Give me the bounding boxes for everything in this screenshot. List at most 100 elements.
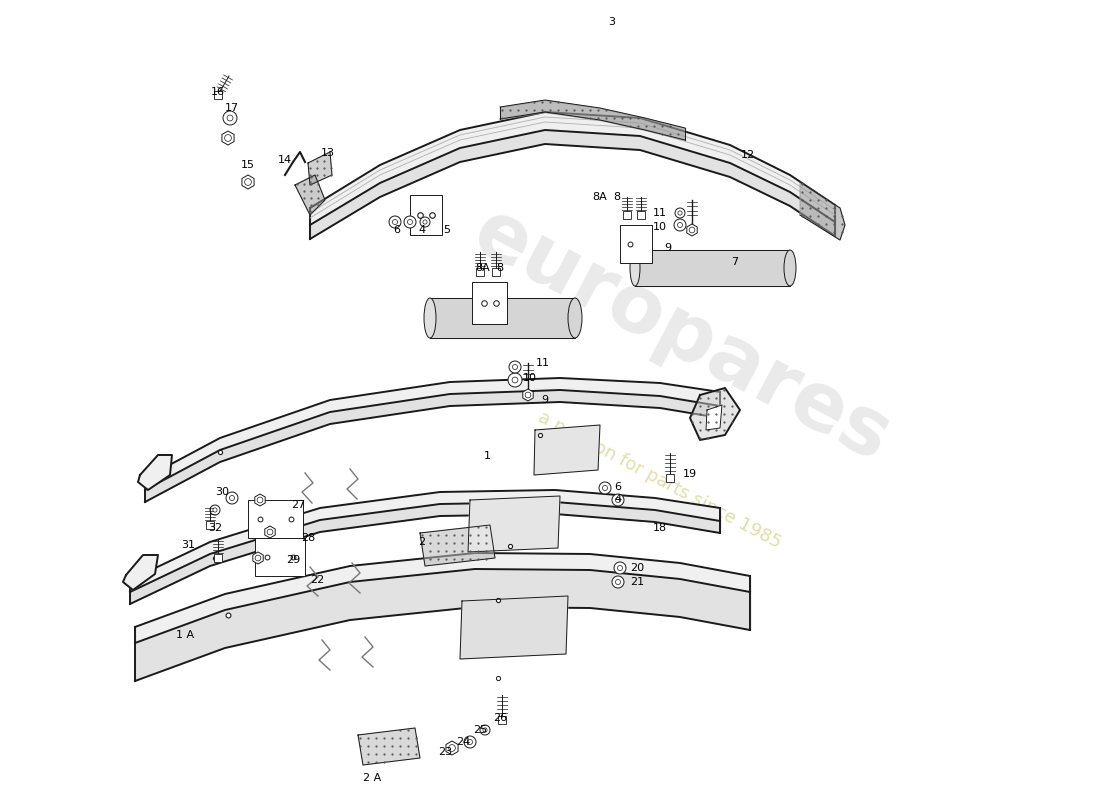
Text: 2 A: 2 A <box>363 773 381 783</box>
Polygon shape <box>623 211 631 219</box>
Circle shape <box>612 494 624 506</box>
Text: 20: 20 <box>630 563 645 573</box>
Polygon shape <box>706 405 722 430</box>
Circle shape <box>614 562 626 574</box>
Circle shape <box>404 216 416 228</box>
Text: 30: 30 <box>214 487 229 497</box>
Circle shape <box>513 365 517 370</box>
Text: 1: 1 <box>484 451 491 461</box>
Circle shape <box>603 486 607 490</box>
Circle shape <box>675 208 685 218</box>
Polygon shape <box>460 596 568 659</box>
Polygon shape <box>206 521 214 529</box>
Text: 13: 13 <box>321 148 336 158</box>
Text: 1 A: 1 A <box>176 630 194 640</box>
Polygon shape <box>686 224 697 236</box>
Bar <box>620 225 652 263</box>
Circle shape <box>407 219 412 225</box>
Text: 10: 10 <box>653 222 667 232</box>
Circle shape <box>483 728 487 732</box>
Polygon shape <box>476 268 484 276</box>
Polygon shape <box>492 268 500 276</box>
Ellipse shape <box>630 250 640 286</box>
Circle shape <box>674 219 686 231</box>
Polygon shape <box>123 555 158 590</box>
Text: 28: 28 <box>301 533 315 543</box>
Circle shape <box>213 508 217 512</box>
Text: 22: 22 <box>310 575 324 585</box>
Text: 17: 17 <box>224 103 239 113</box>
Polygon shape <box>242 175 254 189</box>
Circle shape <box>612 576 624 588</box>
Text: 7: 7 <box>732 257 738 267</box>
Circle shape <box>224 134 231 142</box>
Text: 9: 9 <box>541 395 549 405</box>
Text: 8A: 8A <box>475 263 491 273</box>
Text: 11: 11 <box>536 358 550 368</box>
Bar <box>255 538 305 576</box>
Polygon shape <box>308 152 332 185</box>
Polygon shape <box>255 494 265 506</box>
Text: 6: 6 <box>394 225 400 235</box>
Circle shape <box>255 555 261 561</box>
Polygon shape <box>637 211 645 219</box>
Polygon shape <box>253 552 263 564</box>
Polygon shape <box>446 741 458 755</box>
Circle shape <box>689 227 695 233</box>
Circle shape <box>678 211 682 215</box>
Circle shape <box>244 178 252 186</box>
Circle shape <box>422 220 427 224</box>
Circle shape <box>210 505 220 515</box>
Polygon shape <box>690 388 740 440</box>
Text: 18: 18 <box>653 523 667 533</box>
Circle shape <box>616 579 620 585</box>
Circle shape <box>420 217 430 227</box>
Polygon shape <box>130 502 720 604</box>
Circle shape <box>257 497 263 503</box>
Polygon shape <box>135 553 750 643</box>
Polygon shape <box>534 425 600 475</box>
Circle shape <box>230 495 234 501</box>
Text: a passion for parts since 1985: a passion for parts since 1985 <box>536 408 784 552</box>
Polygon shape <box>138 455 172 490</box>
Circle shape <box>616 498 620 502</box>
Text: 31: 31 <box>182 540 195 550</box>
Circle shape <box>617 566 623 570</box>
Polygon shape <box>310 112 835 225</box>
Polygon shape <box>800 182 845 240</box>
Text: 6: 6 <box>615 482 622 492</box>
Text: 3: 3 <box>608 17 616 27</box>
Text: 19: 19 <box>683 469 697 479</box>
Text: 16: 16 <box>211 87 226 97</box>
Ellipse shape <box>568 298 582 338</box>
Circle shape <box>508 373 522 387</box>
Text: 27: 27 <box>290 500 305 510</box>
Text: 21: 21 <box>630 577 645 587</box>
Circle shape <box>389 216 402 228</box>
Polygon shape <box>468 496 560 552</box>
Text: 8: 8 <box>614 192 620 202</box>
Bar <box>248 500 302 538</box>
Polygon shape <box>310 130 835 239</box>
Circle shape <box>509 361 521 373</box>
Circle shape <box>525 392 531 398</box>
Text: 4: 4 <box>615 494 622 504</box>
Ellipse shape <box>784 250 796 286</box>
Circle shape <box>678 222 682 227</box>
Text: europares: europares <box>460 194 904 478</box>
Polygon shape <box>145 390 721 502</box>
Text: 15: 15 <box>241 160 255 170</box>
Circle shape <box>513 377 518 383</box>
Polygon shape <box>430 298 575 338</box>
Text: 32: 32 <box>208 523 222 533</box>
Circle shape <box>226 492 238 504</box>
Polygon shape <box>135 569 750 681</box>
Text: 10: 10 <box>522 373 537 383</box>
Polygon shape <box>522 389 534 401</box>
Polygon shape <box>635 250 790 286</box>
Text: 5: 5 <box>443 225 451 235</box>
Circle shape <box>393 219 397 225</box>
Polygon shape <box>498 716 506 724</box>
Text: 9: 9 <box>664 243 672 253</box>
Circle shape <box>267 529 273 535</box>
